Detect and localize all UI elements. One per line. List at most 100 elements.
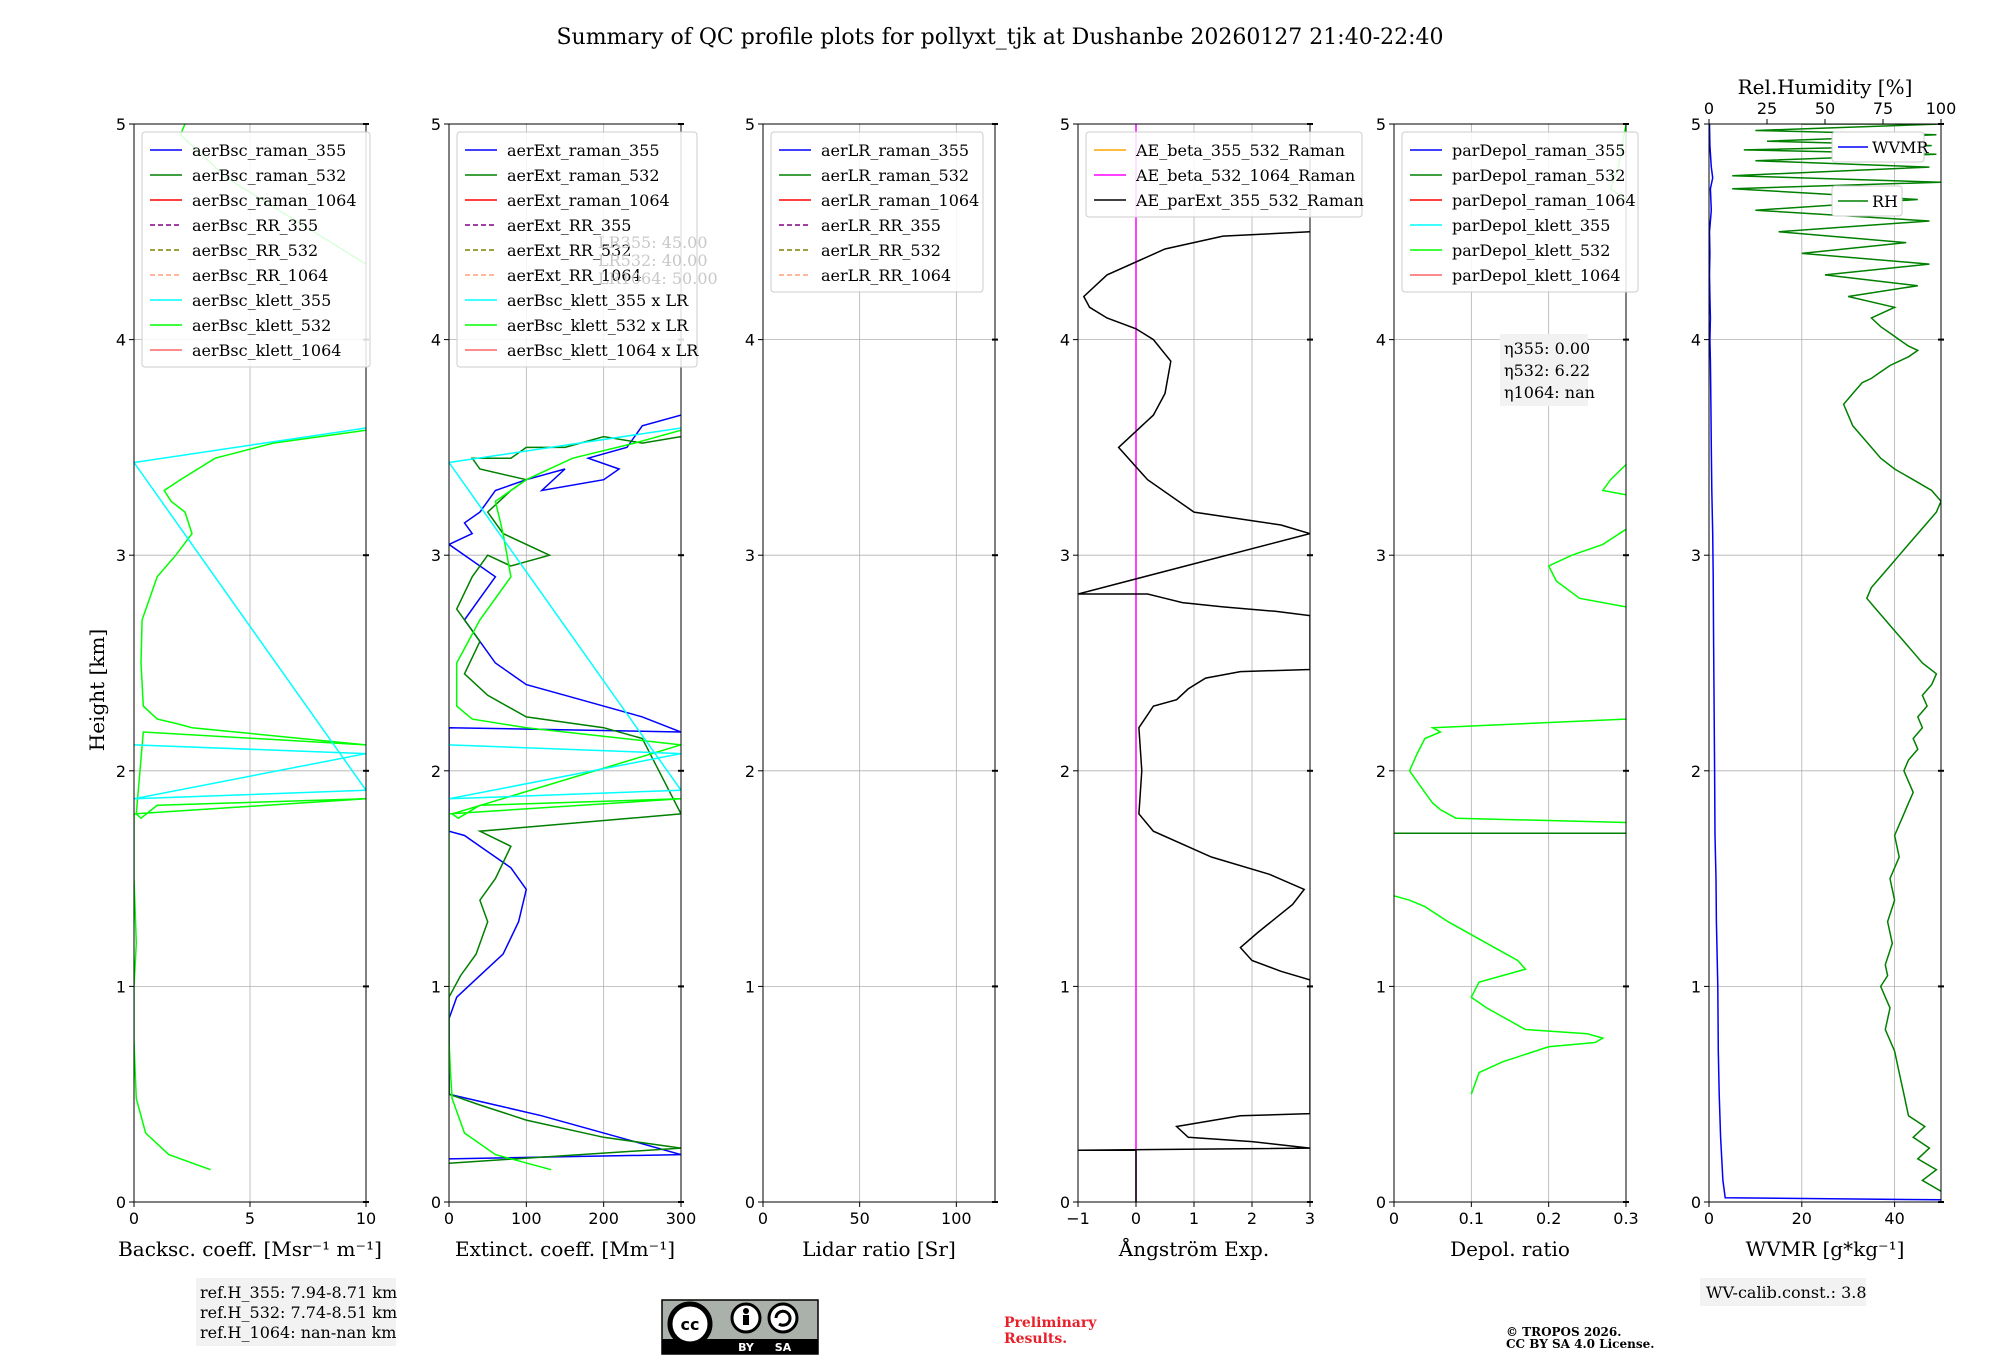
y-tick-label: 3 — [1691, 546, 1701, 565]
legend-entry: aerBsc_klett_355 — [192, 291, 331, 310]
lr-faint-line: LR532: 40.00 — [598, 251, 708, 270]
chart-panel-wv: 0 20 40 0 1 2 3 4 5 WVMR [g*kg⁻¹] 0 25 50 75 100 Rel.Hu… — [1691, 75, 1956, 1261]
x-axis-label-ae: Ångström Exp. — [1118, 1236, 1269, 1261]
y-tick-label: 0 — [745, 1193, 755, 1212]
copyright-line-1: © TROPOS 2026. — [1506, 1325, 1621, 1339]
legend-entry: aerBsc_raman_355 — [192, 141, 346, 160]
legend-lr: aerLR_raman_355 aerLR_raman_532 aerLR_rama… — [770, 131, 984, 293]
legend-box — [1831, 131, 1925, 163]
series-group-ext — [449, 414, 681, 1171]
legend-entry: parDepol_raman_532 — [1452, 166, 1625, 185]
svg-text:cc: cc — [681, 1315, 700, 1334]
y-tick-label: 4 — [116, 331, 126, 350]
series-group-wv — [1709, 124, 1941, 1201]
wv-calib-box — [1700, 1278, 1866, 1306]
eta-box — [1500, 334, 1588, 406]
y-tick-label: 5 — [1691, 115, 1701, 134]
legend-entry: aerLR_RR_532 — [821, 241, 941, 260]
preliminary-note: Preliminary Results. — [1004, 1315, 1097, 1347]
y-tick-label: 4 — [1376, 331, 1386, 350]
y-tick-label: 1 — [1376, 977, 1386, 996]
x-axis-label-bsc: Backsc. coeff. [Msr⁻¹ m⁻¹] — [118, 1237, 382, 1261]
x-tick-label: 0 — [1704, 1209, 1714, 1228]
x-tick-label: 100 — [941, 1209, 972, 1228]
y-tick-label: 4 — [745, 331, 755, 350]
y-tick-label: 2 — [431, 762, 441, 781]
x2-axis-label: Rel.Humidity [%] — [1738, 75, 1913, 99]
legend-entry: aerBsc_RR_1064 — [192, 266, 328, 285]
legend-entry: aerBsc_klett_532 x LR — [507, 316, 689, 335]
copyright-line-2: CC BY SA 4.0 License. — [1506, 1337, 1654, 1351]
x-tick-label: 0.2 — [1536, 1209, 1561, 1228]
axes-frame-wv — [1708, 123, 1942, 1203]
y-tick-label: 0 — [1691, 1193, 1701, 1212]
y-tick-label: 0 — [1376, 1193, 1386, 1212]
ref-height-annotation: ref.H_355: 7.94-8.71 km ref.H_532: 7.74-… — [196, 1278, 397, 1346]
axes-frame-ext — [448, 123, 682, 1203]
legend-entry: aerBsc_raman_532 — [192, 166, 346, 185]
legend-ae: AE_beta_355_532_Raman AE_beta_532_1064_Ra… — [1085, 131, 1364, 218]
cc-by-sa-badge: cc BY SA — [661, 1299, 819, 1355]
y-axis-label: Height [km] — [85, 629, 109, 751]
series-line-parDepol_klett_532_mid — [1408, 718, 1626, 824]
eta-line: η532: 6.22 — [1504, 361, 1590, 380]
x-tick-label: 50 — [849, 1209, 869, 1228]
y-tick-label: 4 — [1691, 331, 1701, 350]
legend-entry: aerLR_raman_355 — [821, 141, 969, 160]
legend-entry: aerLR_RR_1064 — [821, 266, 951, 285]
lr-faint-line: LR355: 45.00 — [598, 233, 708, 252]
x-tick-label: 0 — [444, 1209, 454, 1228]
series-line-AE_parExt_355_532_Raman — [1078, 231, 1310, 1202]
cc-by-label: BY — [738, 1341, 755, 1354]
legend-entry: aerBsc_klett_1064 x LR — [507, 341, 699, 360]
lr-faint-line: LR1064: 50.00 — [598, 269, 718, 288]
series-line-WVMR — [1709, 124, 1941, 1201]
ref-height-355: ref.H_355: 7.94-8.71 km — [200, 1283, 397, 1302]
legend-entry: aerLR_RR_355 — [821, 216, 941, 235]
cc-sa-label: SA — [775, 1341, 792, 1354]
figure-title: Summary of QC profile plots for pollyxt_… — [556, 25, 1443, 50]
x-tick-label: 200 — [588, 1209, 619, 1228]
preliminary-line-1: Preliminary — [1004, 1315, 1097, 1331]
y-tick-label: 3 — [1376, 546, 1386, 565]
x-tick-label: 0 — [129, 1209, 139, 1228]
series-line-aerExt_raman_532 — [449, 435, 681, 1164]
legend-entry: parDepol_klett_532 — [1452, 241, 1610, 260]
y-tick-label: 5 — [116, 115, 126, 134]
y-tick-label: 3 — [431, 546, 441, 565]
chart-panel-bsc: 0 5 10 0 1 2 3 4 5 Backsc. coeff. [Msr⁻¹ m⁻¹] aerB… — [116, 115, 382, 1261]
legend-depol: parDepol_raman_355 parDepol_raman_532 parD… — [1401, 131, 1639, 293]
legend-bsc: aerBsc_raman_355 aerBsc_raman_532 aerBsc_r… — [141, 131, 371, 368]
x-tick-label: −1 — [1066, 1209, 1090, 1228]
x-tick-label: 100 — [511, 1209, 542, 1228]
legend-entry: aerLR_raman_532 — [821, 166, 969, 185]
copyright-note: © TROPOS 2026. CC BY SA 4.0 License. — [1506, 1325, 1654, 1351]
legend-entry: aerExt_RR_532 — [507, 241, 631, 260]
axes-frame-depol — [1393, 123, 1627, 1203]
legend-ext: aerExt_raman_355 aerExt_raman_532 aerExt_r… — [456, 131, 699, 368]
x2-tick-label: 100 — [1926, 99, 1957, 118]
legend-entry: aerExt_raman_355 — [507, 141, 660, 160]
eta-line: η1064: nan — [1504, 383, 1595, 402]
chart-panel-lr: 0 50 100 0 1 2 3 4 5 Lidar ratio [Sr] aerLR_raman_… — [745, 115, 998, 1261]
x-tick-label: 0 — [1131, 1209, 1141, 1228]
x-tick-label: 10 — [356, 1209, 376, 1228]
series-line-RH — [1732, 124, 1941, 1192]
x-tick-label: 300 — [666, 1209, 697, 1228]
legend-entry: aerBsc_klett_1064 — [192, 341, 341, 360]
y-tick-label: 5 — [1376, 115, 1386, 134]
series-group-depol — [1394, 124, 1626, 1095]
x2-tick-label: 50 — [1815, 99, 1835, 118]
wv-calib-annotation: WV-calib.const.: 3.8 — [1700, 1278, 1867, 1306]
y-tick-label: 2 — [116, 762, 126, 781]
legend-entry: aerBsc_RR_532 — [192, 241, 318, 260]
legend-wv: WVMR RH — [1831, 131, 1929, 217]
y-tick-label: 1 — [116, 977, 126, 996]
wv-calib-text: WV-calib.const.: 3.8 — [1706, 1283, 1867, 1302]
x-tick-label: 5 — [245, 1209, 255, 1228]
series-line-aerBsc_klett_355 — [134, 427, 366, 800]
legend-entry: WVMR — [1872, 138, 1929, 157]
series-line-parDepol_klett_532_upper — [1547, 528, 1626, 608]
